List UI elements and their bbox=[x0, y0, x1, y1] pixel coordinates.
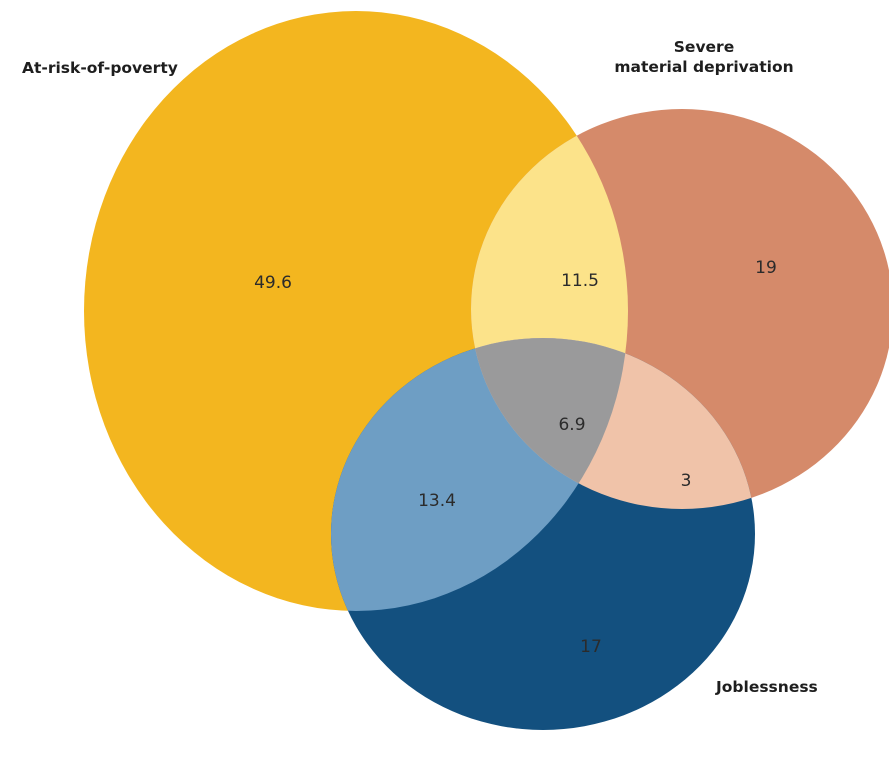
value-deprivation-joblessness: 3 bbox=[681, 471, 692, 491]
value-poverty-joblessness: 13.4 bbox=[418, 491, 456, 511]
label-severe: Severe bbox=[674, 38, 734, 56]
overlap-deprivation-joblessness bbox=[471, 338, 755, 509]
label-joblessness: Joblessness bbox=[715, 678, 818, 696]
value-deprivation-only: 19 bbox=[755, 258, 777, 278]
label-at-risk-of-poverty: At-risk-of-poverty bbox=[22, 59, 178, 77]
value-joblessness-only: 17 bbox=[580, 637, 602, 657]
value-all-three: 6.9 bbox=[558, 415, 585, 435]
value-poverty-deprivation: 11.5 bbox=[561, 271, 599, 291]
value-poverty-only: 49.6 bbox=[254, 273, 292, 293]
label-material-deprivation: material deprivation bbox=[614, 58, 793, 76]
